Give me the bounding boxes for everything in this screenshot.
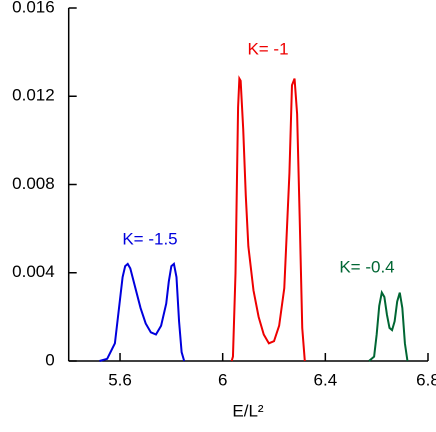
x-axis-label: E/L² — [232, 401, 264, 420]
series-line — [230, 75, 306, 362]
y-tick-label: 0 — [45, 350, 54, 369]
x-tick-label: 5.6 — [108, 370, 132, 389]
series-label: K= -1 — [247, 39, 288, 58]
x-tick-label: 6.8 — [416, 370, 436, 389]
y-tick-label: 0.004 — [12, 262, 55, 281]
y-tick-label: 0.012 — [12, 86, 55, 105]
series-label: K= -1.5 — [122, 229, 177, 248]
y-tick-label: 0.008 — [12, 174, 55, 193]
x-tick-label: 6 — [218, 370, 227, 389]
series-line — [368, 289, 409, 362]
series-label: K= -0.4 — [339, 257, 394, 276]
x-tick-label: 6.4 — [314, 370, 338, 389]
series-line — [99, 262, 186, 362]
y-tick-label: 0.016 — [12, 0, 55, 16]
